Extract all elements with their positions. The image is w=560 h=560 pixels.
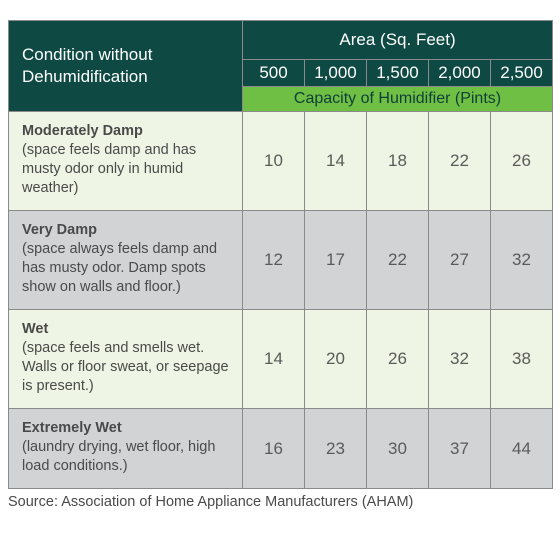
condition-cell: Extremely Wet (laundry drying, wet floor… — [8, 408, 243, 489]
capacity-table: Condition without Dehumidification Area … — [8, 20, 554, 489]
capacity-value: 14 — [242, 309, 305, 409]
condition-name: Extremely Wet — [22, 420, 122, 436]
capacity-value: 22 — [366, 210, 429, 310]
table-row: Wet (space feels and smells wet. Walls o… — [8, 309, 554, 409]
capacity-value: 30 — [366, 408, 429, 489]
condition-description: (laundry drying, wet floor, high load co… — [22, 439, 216, 474]
capacity-value: 32 — [489, 210, 554, 310]
condition-cell: Very Damp (space always feels damp and h… — [8, 210, 243, 310]
condition-description: (space feels damp and has musty odor onl… — [22, 142, 197, 196]
condition-description: (space feels and smells wet. Walls or fl… — [22, 340, 229, 394]
capacity-value: 18 — [366, 111, 429, 211]
capacity-value: 16 — [242, 408, 305, 489]
capacity-value: 27 — [428, 210, 491, 310]
capacity-value: 44 — [489, 408, 554, 489]
capacity-value: 20 — [304, 309, 367, 409]
capacity-value: 10 — [242, 111, 305, 211]
capacity-value: 37 — [428, 408, 491, 489]
table-row: Moderately Damp (space feels damp and ha… — [8, 111, 554, 211]
area-size-header: 1,500 — [366, 59, 429, 87]
capacity-value: 17 — [304, 210, 367, 310]
condition-name: Moderately Damp — [22, 123, 143, 139]
condition-description: (space always feels damp and has musty o… — [22, 241, 218, 295]
condition-name: Very Damp — [22, 222, 97, 238]
capacity-value: 32 — [428, 309, 491, 409]
capacity-value: 14 — [304, 111, 367, 211]
capacity-value: 23 — [304, 408, 367, 489]
capacity-value: 22 — [428, 111, 491, 211]
capacity-value: 12 — [242, 210, 305, 310]
area-size-header: 500 — [242, 59, 305, 87]
condition-name: Wet — [22, 321, 49, 337]
capacity-value: 38 — [489, 309, 554, 409]
capacity-value: 26 — [489, 111, 554, 211]
condition-cell: Wet (space feels and smells wet. Walls o… — [8, 309, 243, 409]
capacity-header: Capacity of Humidifier (Pints) — [241, 86, 554, 112]
capacity-value: 26 — [366, 309, 429, 409]
table-row: Very Damp (space always feels damp and h… — [8, 210, 554, 310]
area-size-header: 1,000 — [304, 59, 367, 87]
area-size-header: 2,500 — [489, 59, 554, 87]
area-size-header: 2,000 — [428, 59, 491, 87]
condition-cell: Moderately Damp (space feels damp and ha… — [8, 111, 243, 211]
condition-header: Condition without Dehumidification — [8, 20, 243, 112]
source-note: Source: Association of Home Appliance Ma… — [8, 494, 414, 510]
area-header: Area (Sq. Feet) — [241, 20, 554, 60]
table-row: Extremely Wet (laundry drying, wet floor… — [8, 408, 554, 489]
